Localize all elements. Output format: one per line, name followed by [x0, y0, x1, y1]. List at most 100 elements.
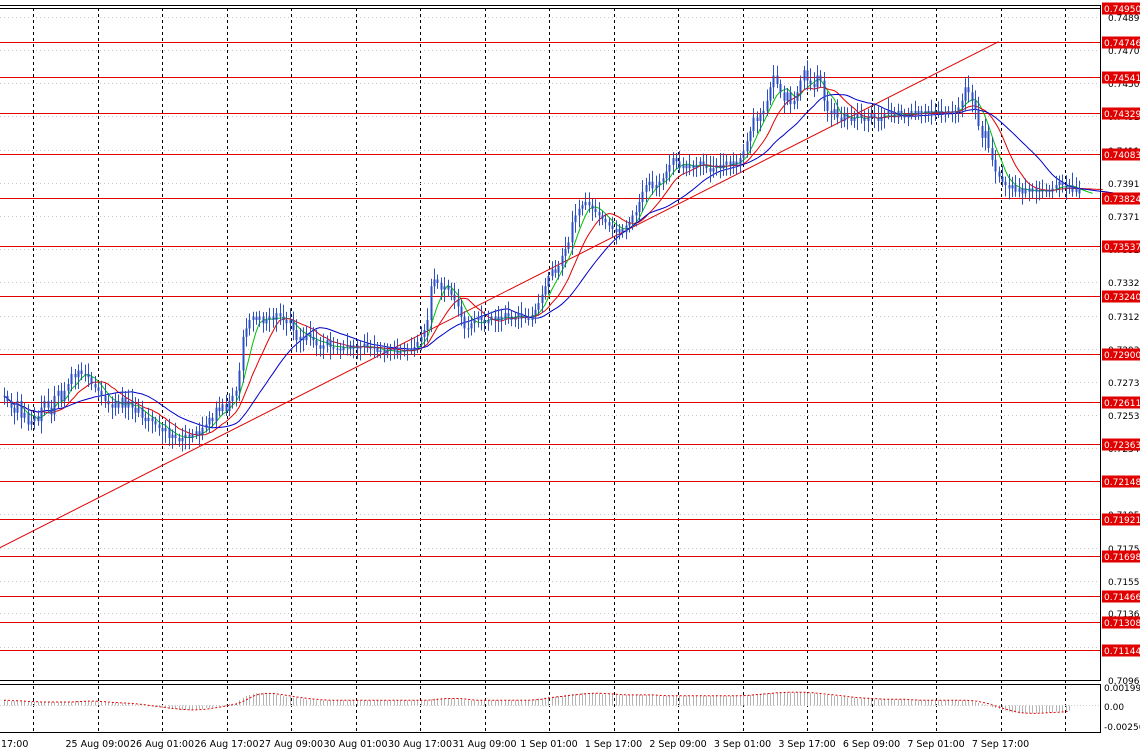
candle [255, 311, 258, 325]
candle [725, 154, 728, 176]
candle [124, 391, 127, 419]
candle [151, 411, 154, 434]
candle [33, 407, 36, 430]
candle [722, 153, 725, 176]
candle [77, 364, 80, 389]
candle [954, 105, 957, 124]
candle [198, 422, 201, 446]
candle [453, 282, 456, 310]
candle [457, 288, 460, 317]
candle [796, 85, 799, 109]
x-axis-tick-label: 31 Aug 09:00 [452, 739, 516, 750]
candle [961, 93, 964, 118]
candle [104, 383, 107, 408]
candle [181, 427, 184, 452]
candle [205, 416, 208, 433]
candle [702, 153, 705, 175]
candle [494, 309, 497, 332]
price-level-label: 0.71308 [1104, 619, 1140, 629]
candle [299, 328, 302, 353]
candle [208, 411, 211, 433]
y-axis-tick-label: 0.72535 [1108, 412, 1140, 422]
candle [221, 398, 224, 416]
candle [688, 154, 691, 176]
candle [534, 303, 537, 324]
candle [816, 65, 819, 92]
candle [830, 98, 833, 126]
price-level-label: 0.74950 [1104, 5, 1140, 15]
candle [80, 362, 83, 381]
candle [359, 340, 362, 361]
candle [991, 137, 994, 167]
candle [692, 160, 695, 177]
x-axis-tick-label: 1 Sep 17:00 [585, 739, 642, 750]
price-level-label-bg [1102, 513, 1140, 526]
candle [30, 411, 33, 431]
candle [752, 108, 755, 138]
candle [262, 312, 265, 333]
candle [561, 248, 564, 276]
candle [1011, 176, 1014, 198]
candle [947, 106, 950, 118]
candle [90, 371, 93, 391]
candle [191, 429, 194, 443]
oscillator-panel [0, 684, 1101, 733]
candle [567, 236, 570, 254]
candle [554, 259, 557, 278]
price-level-label: 0.71144 [1104, 647, 1140, 657]
candle [806, 60, 809, 91]
candle [346, 332, 349, 356]
candle [1004, 176, 1007, 197]
price-level-label-bg [1102, 644, 1140, 657]
price-level-label-bg [1102, 550, 1140, 563]
candle [645, 177, 648, 203]
candle [863, 110, 866, 132]
candle [977, 96, 980, 131]
candle [174, 422, 177, 445]
candle [373, 335, 376, 358]
candle [655, 175, 658, 197]
price-level-label-bg [1102, 71, 1140, 84]
candle [712, 156, 715, 178]
candle [289, 308, 292, 332]
candle [937, 101, 940, 119]
candle [964, 78, 967, 112]
candle [410, 337, 413, 355]
candle [285, 311, 288, 336]
candle [675, 152, 678, 170]
candle [944, 106, 947, 123]
candle [517, 306, 520, 330]
candle [594, 199, 597, 218]
candle [759, 107, 762, 132]
candle [20, 394, 23, 429]
candle [329, 332, 332, 360]
candle [578, 199, 581, 228]
candle [363, 334, 366, 355]
x-axis-tick-label: 27 Aug 09:00 [259, 739, 323, 750]
candle [137, 398, 140, 418]
candle [510, 310, 513, 327]
oscillator-frame [0, 684, 1101, 733]
candle [900, 104, 903, 120]
candle [940, 98, 943, 123]
candle [342, 340, 345, 355]
y-axis-tick-label: 0.73125 [1108, 313, 1140, 323]
price-level-label: 0.73240 [1104, 293, 1140, 303]
candle [846, 107, 849, 130]
candle [1041, 179, 1044, 199]
candle [883, 109, 886, 129]
candle [23, 402, 26, 423]
candle [685, 160, 688, 177]
candle [551, 261, 554, 281]
price-level-label-bg [1102, 290, 1140, 303]
candle [292, 311, 295, 341]
osc-axis-label: -0.00256 [1104, 723, 1140, 733]
candle [789, 86, 792, 114]
oscillator-axis-labels: 0.001994 0.00 -0.00256 [1104, 684, 1140, 733]
candle [984, 118, 987, 151]
candle [53, 385, 56, 421]
candle [147, 407, 150, 432]
candle [379, 342, 382, 359]
